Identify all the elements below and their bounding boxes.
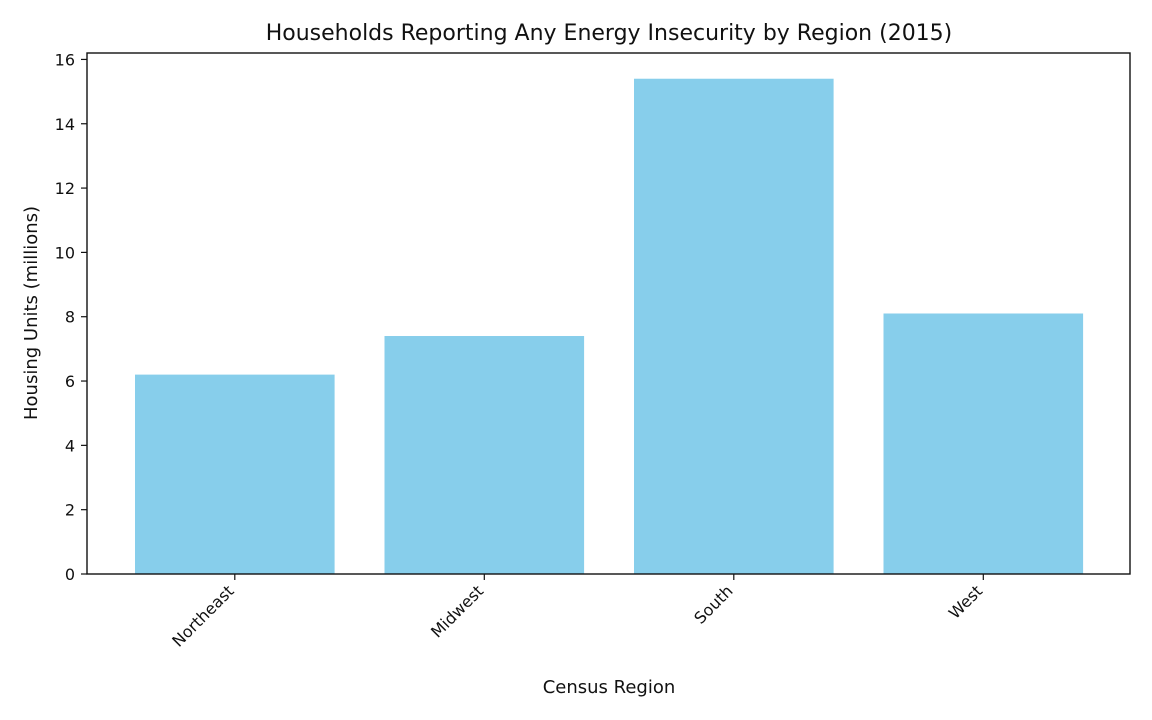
y-axis-label: Housing Units (millions) bbox=[21, 206, 42, 420]
y-tick-label: 12 bbox=[55, 179, 75, 198]
bar-west bbox=[883, 313, 1084, 574]
bar-northeast bbox=[135, 374, 335, 574]
plot-area: 0 2 4 6 8 10 12 14 16 Northeast Midwest South West bbox=[55, 50, 1131, 651]
x-tick-label-northeast: Northeast bbox=[168, 581, 237, 650]
x-tick-label-west: West bbox=[945, 581, 986, 622]
bar-midwest bbox=[384, 336, 585, 574]
bar-south bbox=[634, 78, 834, 574]
y-tick-label: 0 bbox=[65, 565, 75, 584]
y-tick-label: 10 bbox=[55, 243, 75, 262]
plot-frame bbox=[86, 52, 1131, 575]
chart-title: Households Reporting Any Energy Insecuri… bbox=[266, 21, 953, 46]
y-tick-label: 4 bbox=[65, 436, 75, 455]
x-tick-label-south: South bbox=[690, 581, 736, 627]
y-tick-label: 16 bbox=[55, 50, 75, 69]
y-tick-label: 8 bbox=[65, 308, 75, 327]
y-tick-label: 14 bbox=[55, 115, 75, 134]
y-tick-label: 2 bbox=[65, 501, 75, 520]
y-tick-label: 6 bbox=[65, 372, 75, 391]
x-tick-label-midwest: Midwest bbox=[427, 581, 487, 641]
x-axis-label: Census Region bbox=[543, 677, 676, 698]
